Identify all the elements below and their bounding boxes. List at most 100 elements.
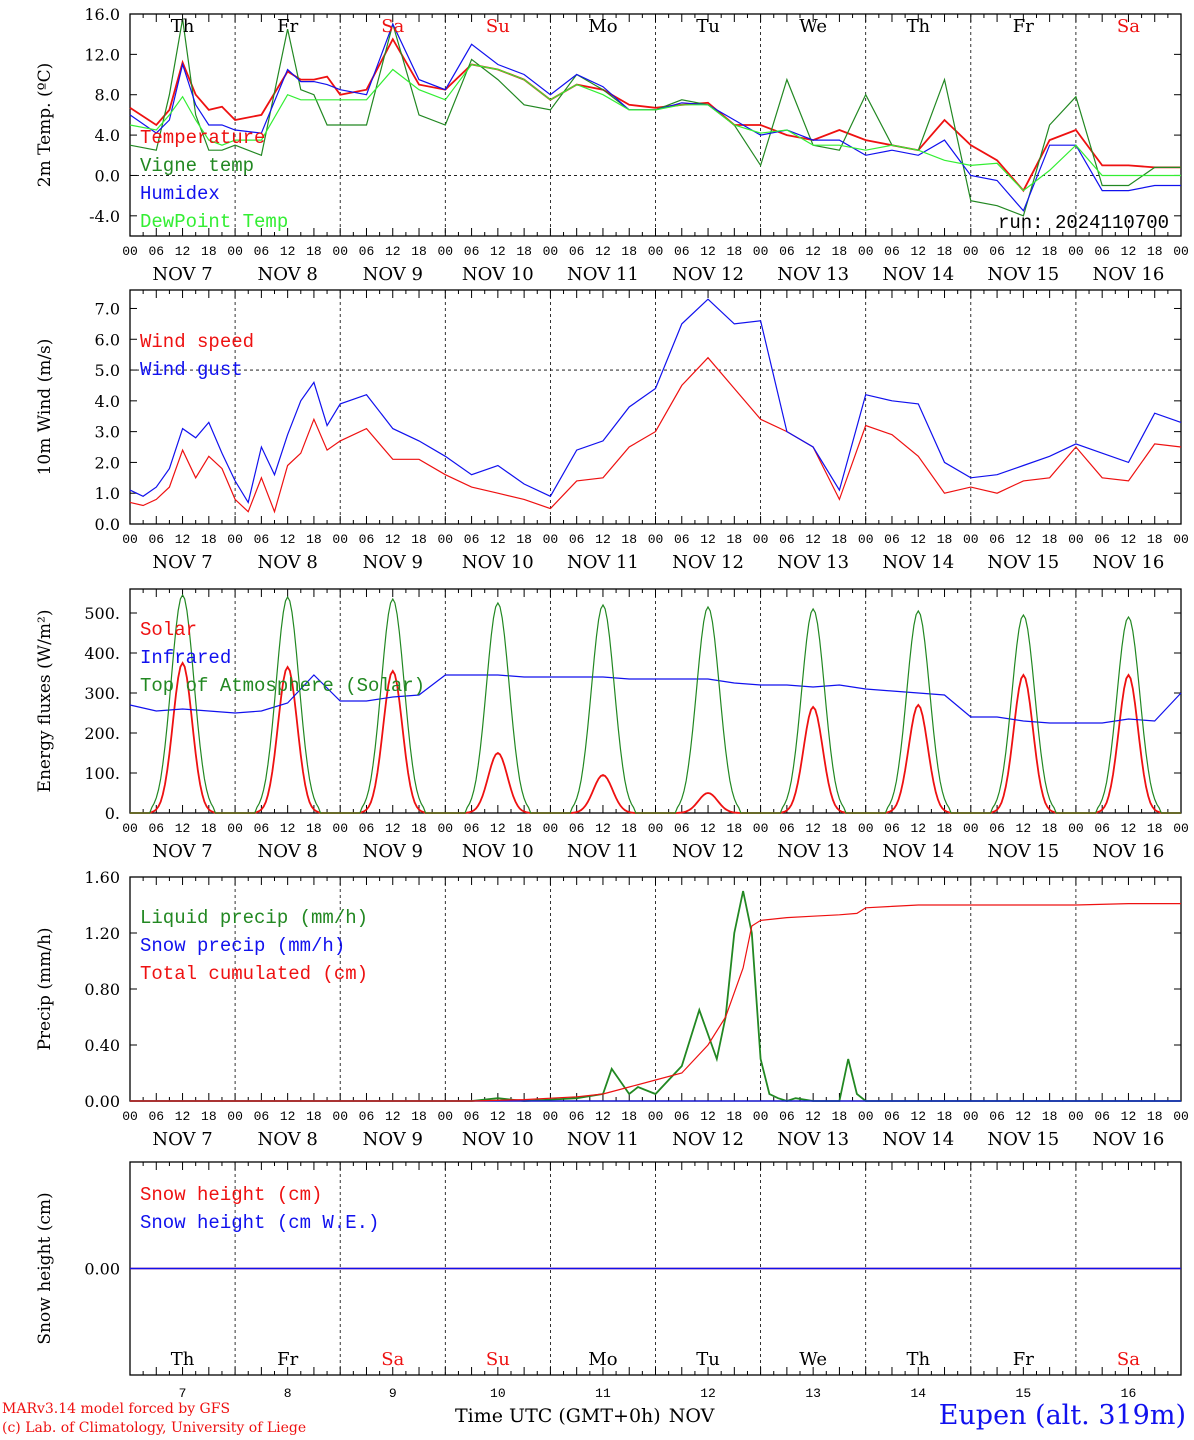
y-axis-label: 2m Temp. (ºC) <box>35 63 55 188</box>
y-tick-label: 3.0 <box>95 423 120 442</box>
x-hour-label: 18 <box>201 532 217 547</box>
x-hour-label: 00 <box>753 1109 769 1124</box>
station-label: Eupen (alt. 319m) <box>938 1400 1186 1431</box>
x-hour-label: 12 <box>910 244 926 259</box>
x-date-label: NOV 16 <box>1093 264 1165 285</box>
x-hour-label: 06 <box>359 821 375 836</box>
x-hour-label: 06 <box>254 244 270 259</box>
day-name-label: Sa <box>381 1349 404 1370</box>
x-hour-label: 12 <box>700 821 716 836</box>
day-name-label: Mo <box>588 16 617 37</box>
y-axis-label: Snow height (cm) <box>35 1192 55 1344</box>
x-date-label: NOV 14 <box>882 1129 954 1150</box>
x-hour-label: 12 <box>910 532 926 547</box>
x-hour-label: 12 <box>805 532 821 547</box>
x-hour-label: 18 <box>1147 821 1163 836</box>
x-hour-label: 00 <box>332 1109 348 1124</box>
x-date-label: NOV 11 <box>567 1129 639 1150</box>
y-tick-label: 0.40 <box>84 1036 120 1055</box>
y-tick-label: 1.0 <box>95 484 120 503</box>
series-line <box>130 903 1181 1102</box>
x-hour-label: 06 <box>359 532 375 547</box>
y-axis-label: 10m Wind (m/s) <box>35 339 55 476</box>
panel-1 <box>129 13 1182 237</box>
x-date-label: NOV 10 <box>462 1129 534 1150</box>
x-hour-label: 12 <box>700 244 716 259</box>
x-hour-label: 18 <box>937 1109 953 1124</box>
x-hour-label: 06 <box>464 244 480 259</box>
x-hour-label: 06 <box>779 821 795 836</box>
x-hour-label: 00 <box>543 244 559 259</box>
x-hour-label: 00 <box>122 244 138 259</box>
x-hour-label: 06 <box>674 244 690 259</box>
x-date-label: NOV 8 <box>257 1129 317 1150</box>
x-hour-label: 06 <box>884 1109 900 1124</box>
x-hour-label: 06 <box>1094 821 1110 836</box>
panel-frame <box>129 588 1182 814</box>
x-date-label: NOV 11 <box>567 841 639 862</box>
x-hour-label: 18 <box>411 1109 427 1124</box>
x-hour-label: 06 <box>779 532 795 547</box>
x-date-label: NOV 11 <box>567 264 639 285</box>
credit-block: MARv3.14 model forced by GFS (c) Lab. of… <box>2 1400 306 1438</box>
x-hour-label: 00 <box>332 244 348 259</box>
x-hour-label: 00 <box>648 532 664 547</box>
legend-entry: Snow height (cm W.E.) <box>140 1212 379 1234</box>
x-hour-label: 06 <box>148 821 164 836</box>
day-name-label: Tu <box>696 1349 720 1370</box>
legend-entry: Humidex <box>140 183 220 205</box>
legend-entry: Wind gust <box>140 359 243 381</box>
y-tick-label: 500. <box>84 604 120 623</box>
x-hour-label: 12 <box>700 532 716 547</box>
y-tick-label: 200. <box>84 724 120 743</box>
day-name-label: Th <box>171 1349 195 1370</box>
legend-entry: Vigne temp <box>140 155 254 177</box>
x-hour-label: 00 <box>858 532 874 547</box>
x-hour-label: 12 <box>175 532 191 547</box>
x-hour-label: 12 <box>595 1109 611 1124</box>
day-name-label: Mo <box>588 1349 617 1370</box>
x-hour-label: 12 <box>910 1109 926 1124</box>
x-hour-label: 18 <box>411 532 427 547</box>
x-hour-label: 18 <box>937 821 953 836</box>
x-hour-label: 00 <box>437 244 453 259</box>
day-number-label: 11 <box>595 1386 611 1401</box>
y-tick-label: 2.0 <box>95 453 120 472</box>
legend-entry: Liquid precip (mm/h) <box>140 907 368 929</box>
x-date-label: NOV 8 <box>257 841 317 862</box>
x-hour-label: 18 <box>411 821 427 836</box>
x-hour-label: 00 <box>1173 532 1189 547</box>
y-tick-label: 1.20 <box>84 924 120 943</box>
x-date-label: NOV 12 <box>672 552 744 573</box>
x-hour-label: 18 <box>832 244 848 259</box>
x-axis-month-label: NOV <box>668 1405 715 1427</box>
x-hour-label: 06 <box>569 821 585 836</box>
x-hour-label: 12 <box>1016 532 1032 547</box>
x-date-label: NOV 15 <box>987 264 1059 285</box>
x-hour-label: 18 <box>937 244 953 259</box>
x-hour-label: 18 <box>201 1109 217 1124</box>
x-hour-label: 00 <box>1068 532 1084 547</box>
x-hour-label: 06 <box>148 532 164 547</box>
run-annotation: run: 2024110700 <box>998 212 1169 234</box>
y-axis-label: Energy fluxes (W/m²) <box>35 610 55 793</box>
x-hour-label: 06 <box>884 244 900 259</box>
x-hour-label: 18 <box>1042 1109 1058 1124</box>
x-hour-label: 00 <box>858 821 874 836</box>
day-name-label: Th <box>906 16 930 37</box>
x-hour-label: 06 <box>989 532 1005 547</box>
x-hour-label: 06 <box>359 244 375 259</box>
y-tick-label: 16.0 <box>84 5 120 24</box>
x-date-label: NOV 9 <box>363 264 423 285</box>
x-hour-label: 12 <box>595 244 611 259</box>
x-hour-label: 06 <box>569 1109 585 1124</box>
x-hour-label: 00 <box>437 1109 453 1124</box>
y-tick-label: 4.0 <box>95 126 120 145</box>
x-hour-label: 06 <box>1094 1109 1110 1124</box>
day-name-label: Sa <box>1117 1349 1140 1370</box>
legend-entry: DewPoint Temp <box>140 211 288 233</box>
x-hour-label: 00 <box>122 1109 138 1124</box>
x-hour-label: 12 <box>385 821 401 836</box>
day-number-label: 9 <box>389 1386 397 1401</box>
